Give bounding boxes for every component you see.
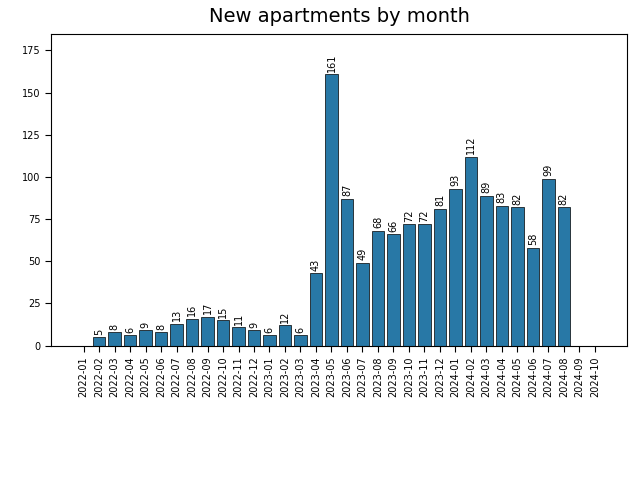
- Text: 112: 112: [466, 136, 476, 154]
- Bar: [465, 156, 477, 346]
- Text: 13: 13: [172, 309, 182, 321]
- Text: 9: 9: [141, 322, 150, 328]
- Bar: [480, 195, 493, 346]
- Bar: [263, 336, 276, 346]
- Text: 72: 72: [419, 209, 429, 222]
- Bar: [557, 207, 570, 346]
- Bar: [279, 325, 291, 346]
- Text: 99: 99: [543, 164, 554, 176]
- Text: 16: 16: [187, 304, 197, 316]
- Bar: [372, 231, 384, 346]
- Text: 72: 72: [404, 209, 414, 222]
- Bar: [93, 337, 105, 346]
- Text: 5: 5: [94, 328, 104, 335]
- Text: 93: 93: [451, 174, 460, 186]
- Text: 68: 68: [373, 216, 383, 228]
- Text: 161: 161: [326, 53, 337, 72]
- Text: 89: 89: [481, 181, 492, 193]
- Bar: [527, 248, 539, 346]
- Bar: [294, 336, 307, 346]
- Text: 11: 11: [234, 312, 243, 324]
- Text: 8: 8: [109, 324, 120, 330]
- Bar: [356, 263, 369, 346]
- Text: 9: 9: [249, 322, 259, 328]
- Text: 6: 6: [264, 327, 275, 333]
- Bar: [542, 179, 554, 346]
- Title: New apartments by month: New apartments by month: [209, 8, 470, 26]
- Bar: [418, 224, 431, 346]
- Bar: [202, 317, 214, 346]
- Text: 12: 12: [280, 311, 290, 323]
- Bar: [217, 320, 229, 346]
- Text: 6: 6: [296, 327, 305, 333]
- Text: 87: 87: [342, 184, 352, 196]
- Text: 15: 15: [218, 305, 228, 318]
- Text: 49: 49: [357, 248, 367, 261]
- Bar: [434, 209, 446, 346]
- Bar: [511, 207, 524, 346]
- Bar: [232, 327, 244, 346]
- Text: 81: 81: [435, 194, 445, 206]
- Text: 83: 83: [497, 191, 507, 203]
- Text: 82: 82: [513, 192, 522, 205]
- Text: 6: 6: [125, 327, 135, 333]
- Bar: [310, 273, 322, 346]
- Text: 17: 17: [202, 302, 212, 314]
- Bar: [403, 224, 415, 346]
- Text: 66: 66: [388, 219, 399, 232]
- Bar: [340, 199, 353, 346]
- Bar: [449, 189, 461, 346]
- Bar: [186, 319, 198, 346]
- Bar: [248, 330, 260, 346]
- Bar: [108, 332, 121, 346]
- Text: 8: 8: [156, 324, 166, 330]
- Bar: [140, 330, 152, 346]
- Text: 43: 43: [311, 258, 321, 271]
- Text: 58: 58: [528, 233, 538, 245]
- Text: 82: 82: [559, 192, 569, 205]
- Bar: [325, 74, 338, 346]
- Bar: [387, 234, 399, 346]
- Bar: [170, 324, 183, 346]
- Bar: [124, 336, 136, 346]
- Bar: [495, 205, 508, 346]
- Bar: [155, 332, 167, 346]
